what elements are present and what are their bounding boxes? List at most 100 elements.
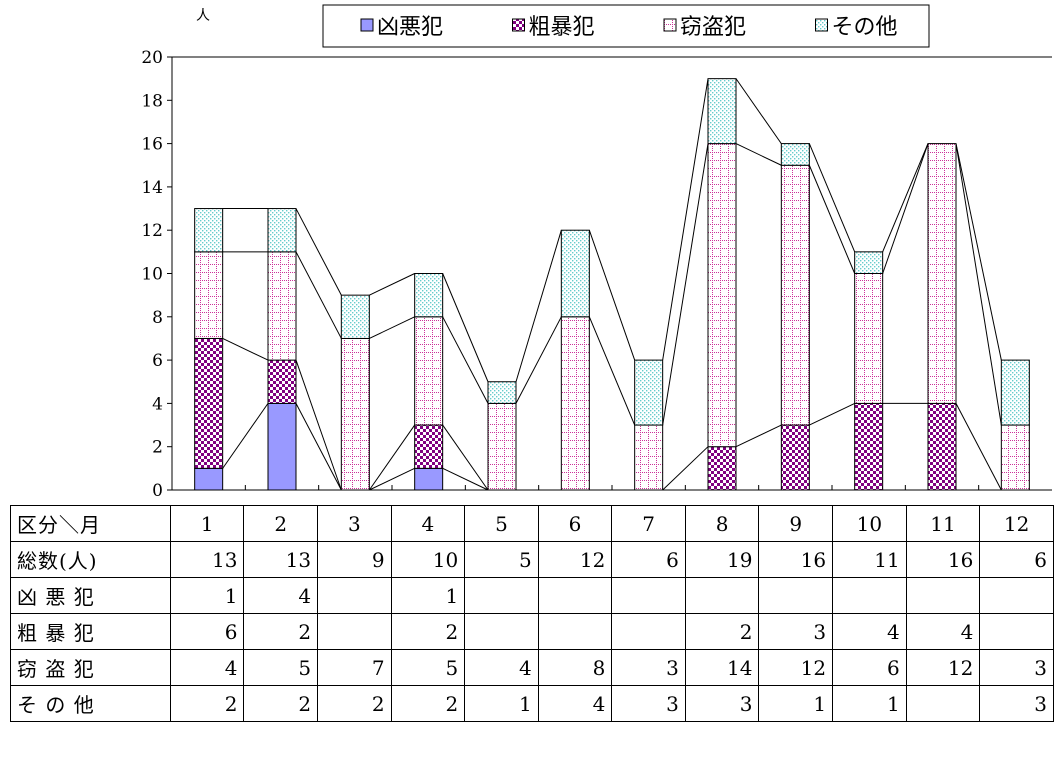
series-line-窃盗犯 xyxy=(442,316,489,404)
bar-segment-窃盗犯-5 xyxy=(487,402,517,491)
table-row-header: 区分＼月 xyxy=(10,505,171,542)
series-line-窃盗犯 xyxy=(955,143,1002,426)
table-cell xyxy=(832,577,907,614)
y-tick-label: 0 xyxy=(152,481,163,500)
table-cell: 10 xyxy=(832,505,907,542)
table-cell: 2 xyxy=(243,613,319,650)
bar-segment-窃盗犯-6 xyxy=(560,316,590,491)
legend-label-凶悪犯: 凶悪犯 xyxy=(377,15,443,40)
series-line-凶悪犯 xyxy=(442,467,489,491)
series-line-その他 xyxy=(882,143,929,253)
table-cell: 5 xyxy=(464,505,539,542)
table-cell: 11 xyxy=(905,505,981,542)
bar-segment-窃盗犯-1 xyxy=(194,251,224,339)
bar-segment-粗暴犯-8 xyxy=(707,446,737,491)
table-cell: 3 xyxy=(684,685,760,722)
bars xyxy=(194,78,1030,491)
legend-swatch-凶悪犯 xyxy=(360,18,374,32)
table-cell: 4 xyxy=(537,685,613,722)
table-cell: 2 xyxy=(169,685,245,722)
series-line-その他 xyxy=(735,78,782,144)
table-row-header: そ の 他 xyxy=(10,685,171,722)
bar-segment-その他-5 xyxy=(487,381,517,404)
bar-segment-その他-9 xyxy=(780,143,810,166)
bar-segment-粗暴犯-9 xyxy=(780,424,810,491)
series-line-窃盗犯 xyxy=(735,143,782,166)
bar-segment-窃盗犯-8 xyxy=(707,143,737,448)
table-cell: 3 xyxy=(317,505,392,542)
bar-segment-その他-1 xyxy=(194,208,224,253)
table-cell: 6 xyxy=(979,541,1054,578)
series-line-粗暴犯 xyxy=(809,402,855,426)
table-row-header: 総数(人) xyxy=(10,541,171,578)
table-cell: 12 xyxy=(537,541,613,578)
table-cell xyxy=(317,577,392,614)
series-line-窃盗犯 xyxy=(808,165,856,274)
table-cell: 4 xyxy=(169,649,245,686)
series-line-粗暴犯 xyxy=(222,337,269,361)
table-cell: 3 xyxy=(611,685,686,722)
table-cell: 1 xyxy=(464,685,539,722)
table-cell: 2 xyxy=(243,505,319,542)
bar-segment-その他-12 xyxy=(1000,359,1030,426)
series-line-凶悪犯 xyxy=(369,467,415,491)
table-cell xyxy=(684,577,760,614)
series-line-粗暴犯 xyxy=(295,359,342,491)
series-line-その他 xyxy=(369,273,415,296)
y-tick-label: 16 xyxy=(141,135,163,155)
table-cell: 12 xyxy=(905,649,981,686)
bar-segment-その他-10 xyxy=(854,251,884,275)
table-cell: 19 xyxy=(684,541,760,578)
bar-segment-その他-4 xyxy=(414,273,444,318)
table-cell: 2 xyxy=(684,613,760,650)
series-line-粗暴犯 xyxy=(442,424,489,491)
bar-segment-窃盗犯-4 xyxy=(414,316,444,426)
table-cell xyxy=(464,577,539,614)
legend-label-粗暴犯: 粗暴犯 xyxy=(529,15,595,40)
table-cell: 7 xyxy=(317,649,392,686)
bar-segment-その他-2 xyxy=(267,208,297,253)
table-row: 総数(人) 13 13 9 10 5 12 6 19 16 11 16 6 xyxy=(10,541,1054,578)
table-cell: 16 xyxy=(905,541,981,578)
table-cell: 5 xyxy=(464,541,539,578)
y-tick-label: 14 xyxy=(141,178,163,198)
table-cell: 3 xyxy=(979,685,1054,722)
table-cell: 3 xyxy=(611,649,686,686)
bar-segment-その他-3 xyxy=(340,294,370,339)
series-connector-lines xyxy=(222,78,1002,491)
table-cell xyxy=(464,613,539,650)
series-line-その他 xyxy=(515,230,562,382)
bar-segment-粗暴犯-2 xyxy=(267,359,297,404)
bar-segment-粗暴犯-1 xyxy=(194,337,224,469)
table-row-header: 粗 暴 犯 xyxy=(10,613,171,650)
series-line-その他 xyxy=(295,208,342,296)
table-cell: 4 xyxy=(390,505,466,542)
series-line-凶悪犯 xyxy=(222,403,269,469)
table-cell: 8 xyxy=(537,649,613,686)
series-line-その他 xyxy=(808,143,856,253)
bar-segment-窃盗犯-7 xyxy=(634,424,664,491)
legend-swatch-その他 xyxy=(815,18,828,32)
y-tick-label: 10 xyxy=(141,265,163,285)
table-cell xyxy=(611,577,686,614)
table-cell: 2 xyxy=(317,685,392,722)
table-cell: 1 xyxy=(169,505,245,542)
table-cell: 1 xyxy=(390,577,466,614)
series-line-窃盗犯 xyxy=(882,143,929,274)
y-tick-label: 2 xyxy=(152,438,163,458)
bar-segment-窃盗犯-12 xyxy=(1000,424,1030,491)
y-tick-label: 12 xyxy=(141,221,163,241)
data-table: 区分＼月 1 2 3 4 5 6 7 8 9 10 11 12 総数(人) 13 13 9 10 5 12 6 19 16 1… xyxy=(10,505,1054,722)
bar-segment-窃盗犯-2 xyxy=(267,251,297,361)
y-tick-label: 6 xyxy=(152,351,163,371)
y-tick-label: 4 xyxy=(152,394,163,414)
table-cell: 5 xyxy=(390,649,466,686)
table-cell: 4 xyxy=(464,649,539,686)
y-tick-label: 8 xyxy=(152,308,163,328)
table-cell: 12 xyxy=(979,505,1054,542)
table-row: 窃 盗 犯 4 5 7 5 4 8 3 14 12 6 12 3 xyxy=(10,649,1054,686)
bar-segment-粗暴犯-11 xyxy=(927,402,957,491)
table-cell xyxy=(537,577,613,614)
